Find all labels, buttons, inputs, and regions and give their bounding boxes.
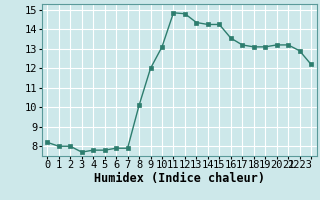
- X-axis label: Humidex (Indice chaleur): Humidex (Indice chaleur): [94, 172, 265, 185]
